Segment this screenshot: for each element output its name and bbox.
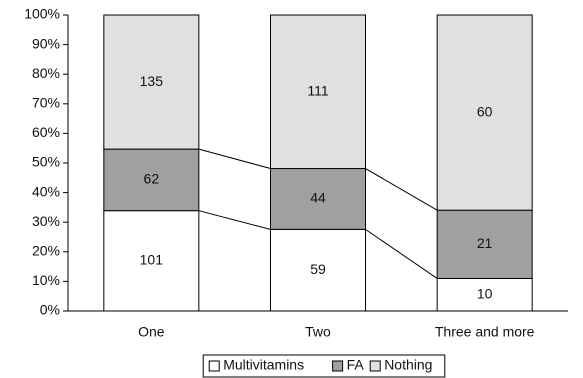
- data-label: 62: [144, 171, 160, 187]
- data-label: 21: [477, 235, 493, 251]
- bar-segment: [436, 14, 533, 211]
- bar-segment: [270, 228, 366, 312]
- legend-swatch: [332, 360, 344, 372]
- y-tick-label: 50%: [32, 154, 60, 170]
- legend-swatch: [369, 360, 381, 372]
- bar-segment: [103, 210, 200, 312]
- x-tick-label: Two: [305, 324, 331, 340]
- series-line: [365, 228, 438, 279]
- data-label: 135: [140, 73, 164, 89]
- y-tick-label: 100%: [24, 6, 60, 22]
- legend-swatch: [208, 360, 220, 372]
- series-line: [365, 168, 438, 211]
- y-tick-label: 40%: [32, 183, 60, 199]
- x-tick-label: One: [138, 324, 165, 340]
- data-label: 59: [310, 261, 326, 277]
- x-tick-label: Three and more: [435, 324, 535, 340]
- y-tick-label: 80%: [32, 65, 60, 81]
- y-tick-label: 70%: [32, 95, 60, 111]
- legend-box: [202, 354, 446, 378]
- legend-label: FA: [347, 357, 365, 373]
- legend-label: Nothing: [384, 357, 432, 373]
- y-tick-label: 60%: [32, 124, 60, 140]
- y-tick-label: 0%: [40, 302, 60, 318]
- data-label: 111: [307, 82, 328, 98]
- bar-segment: [436, 209, 533, 279]
- legend-label: Multivitamins: [223, 357, 304, 373]
- data-label: 101: [140, 252, 164, 268]
- data-label: 60: [477, 103, 493, 119]
- y-tick-label: 20%: [32, 243, 60, 259]
- bar-segment: [270, 14, 366, 170]
- y-tick-label: 90%: [32, 35, 60, 51]
- bar-segment: [103, 148, 200, 212]
- series-line: [198, 148, 271, 170]
- bar-segment: [103, 14, 200, 150]
- y-tick-label: 10%: [32, 272, 60, 288]
- y-tick-label: 30%: [32, 213, 60, 229]
- data-label: 10: [477, 285, 493, 301]
- data-label: 44: [310, 190, 326, 206]
- bar-segment: [436, 277, 533, 312]
- bar-segment: [270, 168, 366, 230]
- series-line: [198, 210, 271, 230]
